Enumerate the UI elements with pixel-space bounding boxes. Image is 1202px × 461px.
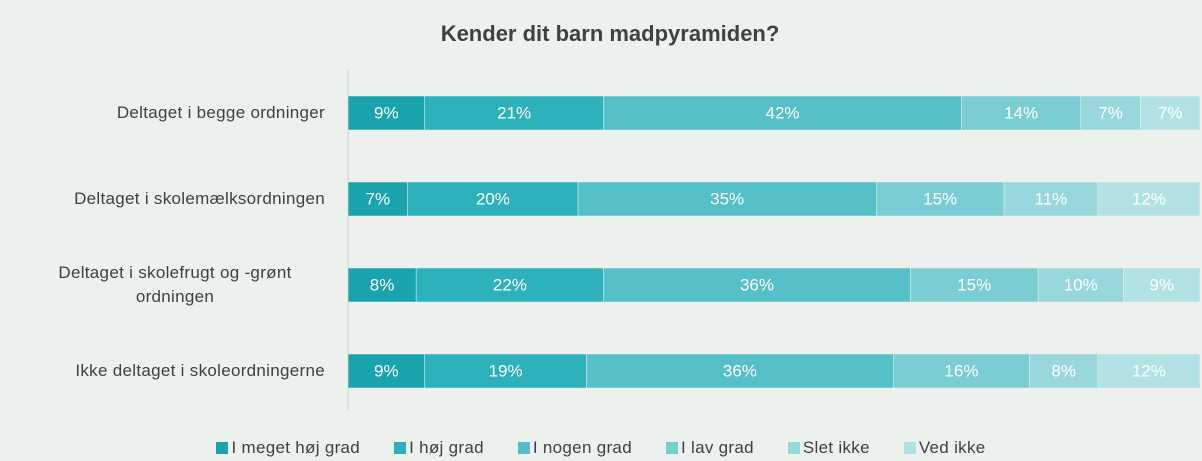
legend-label: I høj grad [409,438,484,457]
bar-segment [577,181,877,217]
legend-label: I nogen grad [532,438,632,457]
bar-segment [407,181,579,217]
data-label: 9% [374,361,399,380]
data-label: 20% [476,189,510,208]
category-label: Deltaget i begge ordninger [0,101,325,125]
legend-swatch [787,442,800,454]
legend-item: I nogen grad [517,438,632,458]
category-label: Deltaget i skolefrugt og -grønt ordninge… [0,261,325,309]
bar-segment [1123,267,1201,303]
bar-segment [1003,181,1099,217]
data-label: 42% [766,103,800,122]
bar-segment [347,95,425,131]
legend-label: Slet ikke [802,438,870,457]
legend-item: I høj grad [394,438,484,458]
bar-segment [893,353,1030,389]
data-label: 12% [1132,189,1166,208]
category-label: Deltaget i skolemælksordningen [0,187,325,211]
data-label: 8% [370,275,395,294]
data-label: 19% [489,361,523,380]
legend-swatch [517,442,530,454]
legend-swatch [394,442,407,454]
bar-segment [1097,181,1201,217]
data-label: 16% [944,361,978,380]
data-label: 36% [740,275,774,294]
bar-segment [910,267,1039,303]
bar-segment [1097,353,1201,389]
bar-segment [415,267,604,303]
legend-item: I meget høj grad [216,438,360,458]
bar-segment [347,267,417,303]
legend-swatch [665,442,678,454]
legend-item: Slet ikke [787,438,870,458]
data-label: 15% [923,189,957,208]
data-label: 15% [957,275,991,294]
data-label: 14% [1004,103,1038,122]
data-label: 8% [1051,361,1076,380]
data-label: 10% [1064,275,1098,294]
data-label: 9% [374,103,399,122]
data-label: 12% [1132,361,1166,380]
chart-title: Kender dit barn madpyramiden? [441,21,780,46]
legend-swatch [216,442,229,454]
data-label: 21% [497,103,531,122]
bar-segment [1037,267,1124,303]
data-label: 7% [1158,103,1183,122]
data-label: 11% [1035,189,1068,208]
bar-segment [603,95,962,131]
data-label: 7% [366,189,391,208]
bar-segment [424,95,604,131]
category-label: Ikke deltaget i skoleordningerne [0,359,325,383]
legend-label: I meget høj grad [231,438,361,457]
legend: I meget høj grad I høj grad I nogen grad I … [0,438,1202,458]
legend-item: Ved ikke [903,438,986,458]
category-text: Deltaget i skolefrugt og -grønt ordninge… [58,263,292,306]
bar-segment [424,353,587,389]
bar-segment [603,267,911,303]
data-label: 36% [723,361,757,380]
category-text: Ikke deltaget i skoleordningerne [75,361,325,380]
data-label: 35% [710,189,744,208]
bar-segment [586,353,894,389]
bar-segment [347,353,425,389]
category-text: Deltaget i skolemælksordningen [74,189,325,208]
bar-segment [1029,353,1099,389]
legend-label: Ved ikke [918,438,986,457]
data-label: 22% [493,275,527,294]
bar-segment [1140,95,1201,131]
legend-label: I lav grad [680,438,754,457]
legend-item: I lav grad [665,438,754,458]
data-label: 7% [1098,103,1123,122]
data-label: 9% [1149,275,1174,294]
bar-segment [875,181,1005,217]
legend-swatch [903,442,916,454]
category-text: Deltaget i begge ordninger [116,103,325,122]
